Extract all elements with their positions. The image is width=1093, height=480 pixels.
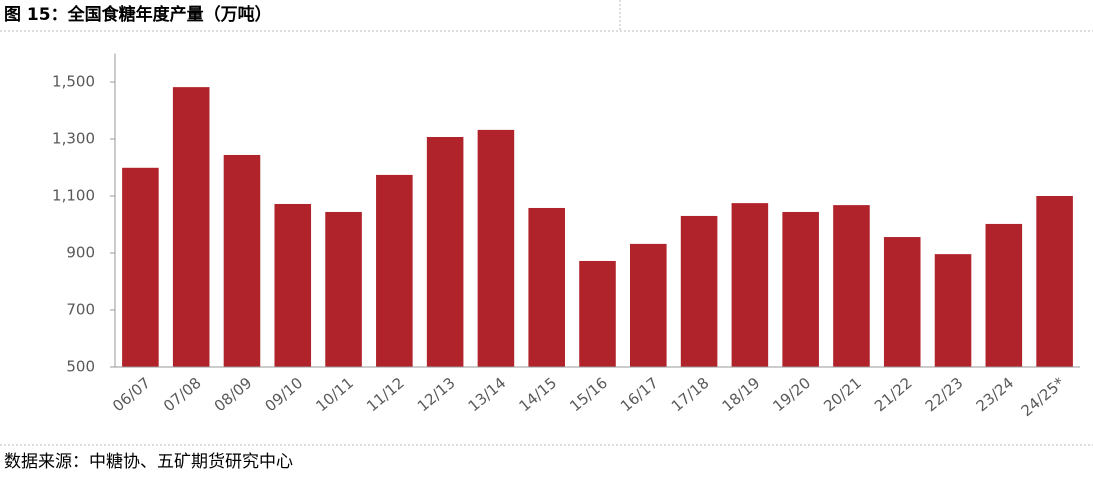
x-tick-label: 20/21 — [820, 374, 865, 416]
x-tick-label: 06/07 — [109, 374, 154, 416]
source-note: 数据来源：中糖协、五矿期货研究中心 — [4, 452, 293, 472]
x-tick-label: 07/08 — [160, 374, 205, 416]
x-tick-label: 22/23 — [922, 374, 967, 416]
x-tick-label: 10/11 — [312, 374, 357, 416]
bar — [934, 254, 972, 367]
x-tick-label: 23/24 — [973, 374, 1018, 416]
bar — [274, 203, 312, 367]
x-tick-label: 11/12 — [363, 374, 408, 416]
bar — [426, 137, 464, 367]
x-tick-label: 16/17 — [617, 374, 662, 416]
bar — [325, 211, 362, 367]
bar — [782, 211, 819, 367]
bar — [1036, 196, 1073, 367]
x-tick-label: 08/09 — [211, 374, 256, 416]
bar — [376, 174, 413, 367]
y-tick-label: 900 — [66, 244, 95, 262]
y-tick-label: 1,100 — [52, 187, 95, 205]
bar — [223, 154, 261, 367]
y-tick-label: 1,500 — [52, 73, 95, 91]
x-tick-label: 24/25* — [1018, 373, 1069, 420]
x-tick-label: 13/14 — [465, 374, 510, 416]
x-tick-label: 14/15 — [515, 374, 560, 416]
bar — [630, 243, 667, 367]
bar — [579, 260, 616, 367]
bar — [680, 215, 718, 367]
bar — [833, 205, 870, 367]
y-tick-label: 1,300 — [52, 130, 95, 148]
bar — [477, 129, 515, 367]
x-tick-label: 09/10 — [262, 374, 307, 416]
bar — [731, 203, 769, 367]
bar — [122, 167, 159, 367]
y-tick-label: 700 — [66, 301, 95, 319]
x-tick-label: 15/16 — [566, 374, 611, 416]
bar — [985, 223, 1023, 367]
x-tick-label: 21/22 — [871, 374, 916, 416]
x-tick-label: 17/18 — [668, 374, 713, 416]
bar — [883, 237, 921, 367]
x-tick-label: 19/20 — [769, 374, 814, 416]
x-tick-label: 18/19 — [719, 374, 764, 416]
chart-title: 图 15：全国食糖年度产量（万吨） — [4, 4, 272, 25]
y-tick-label: 500 — [66, 358, 95, 376]
x-tick-label: 12/13 — [414, 374, 459, 416]
bar — [528, 207, 565, 367]
bar — [172, 87, 210, 367]
